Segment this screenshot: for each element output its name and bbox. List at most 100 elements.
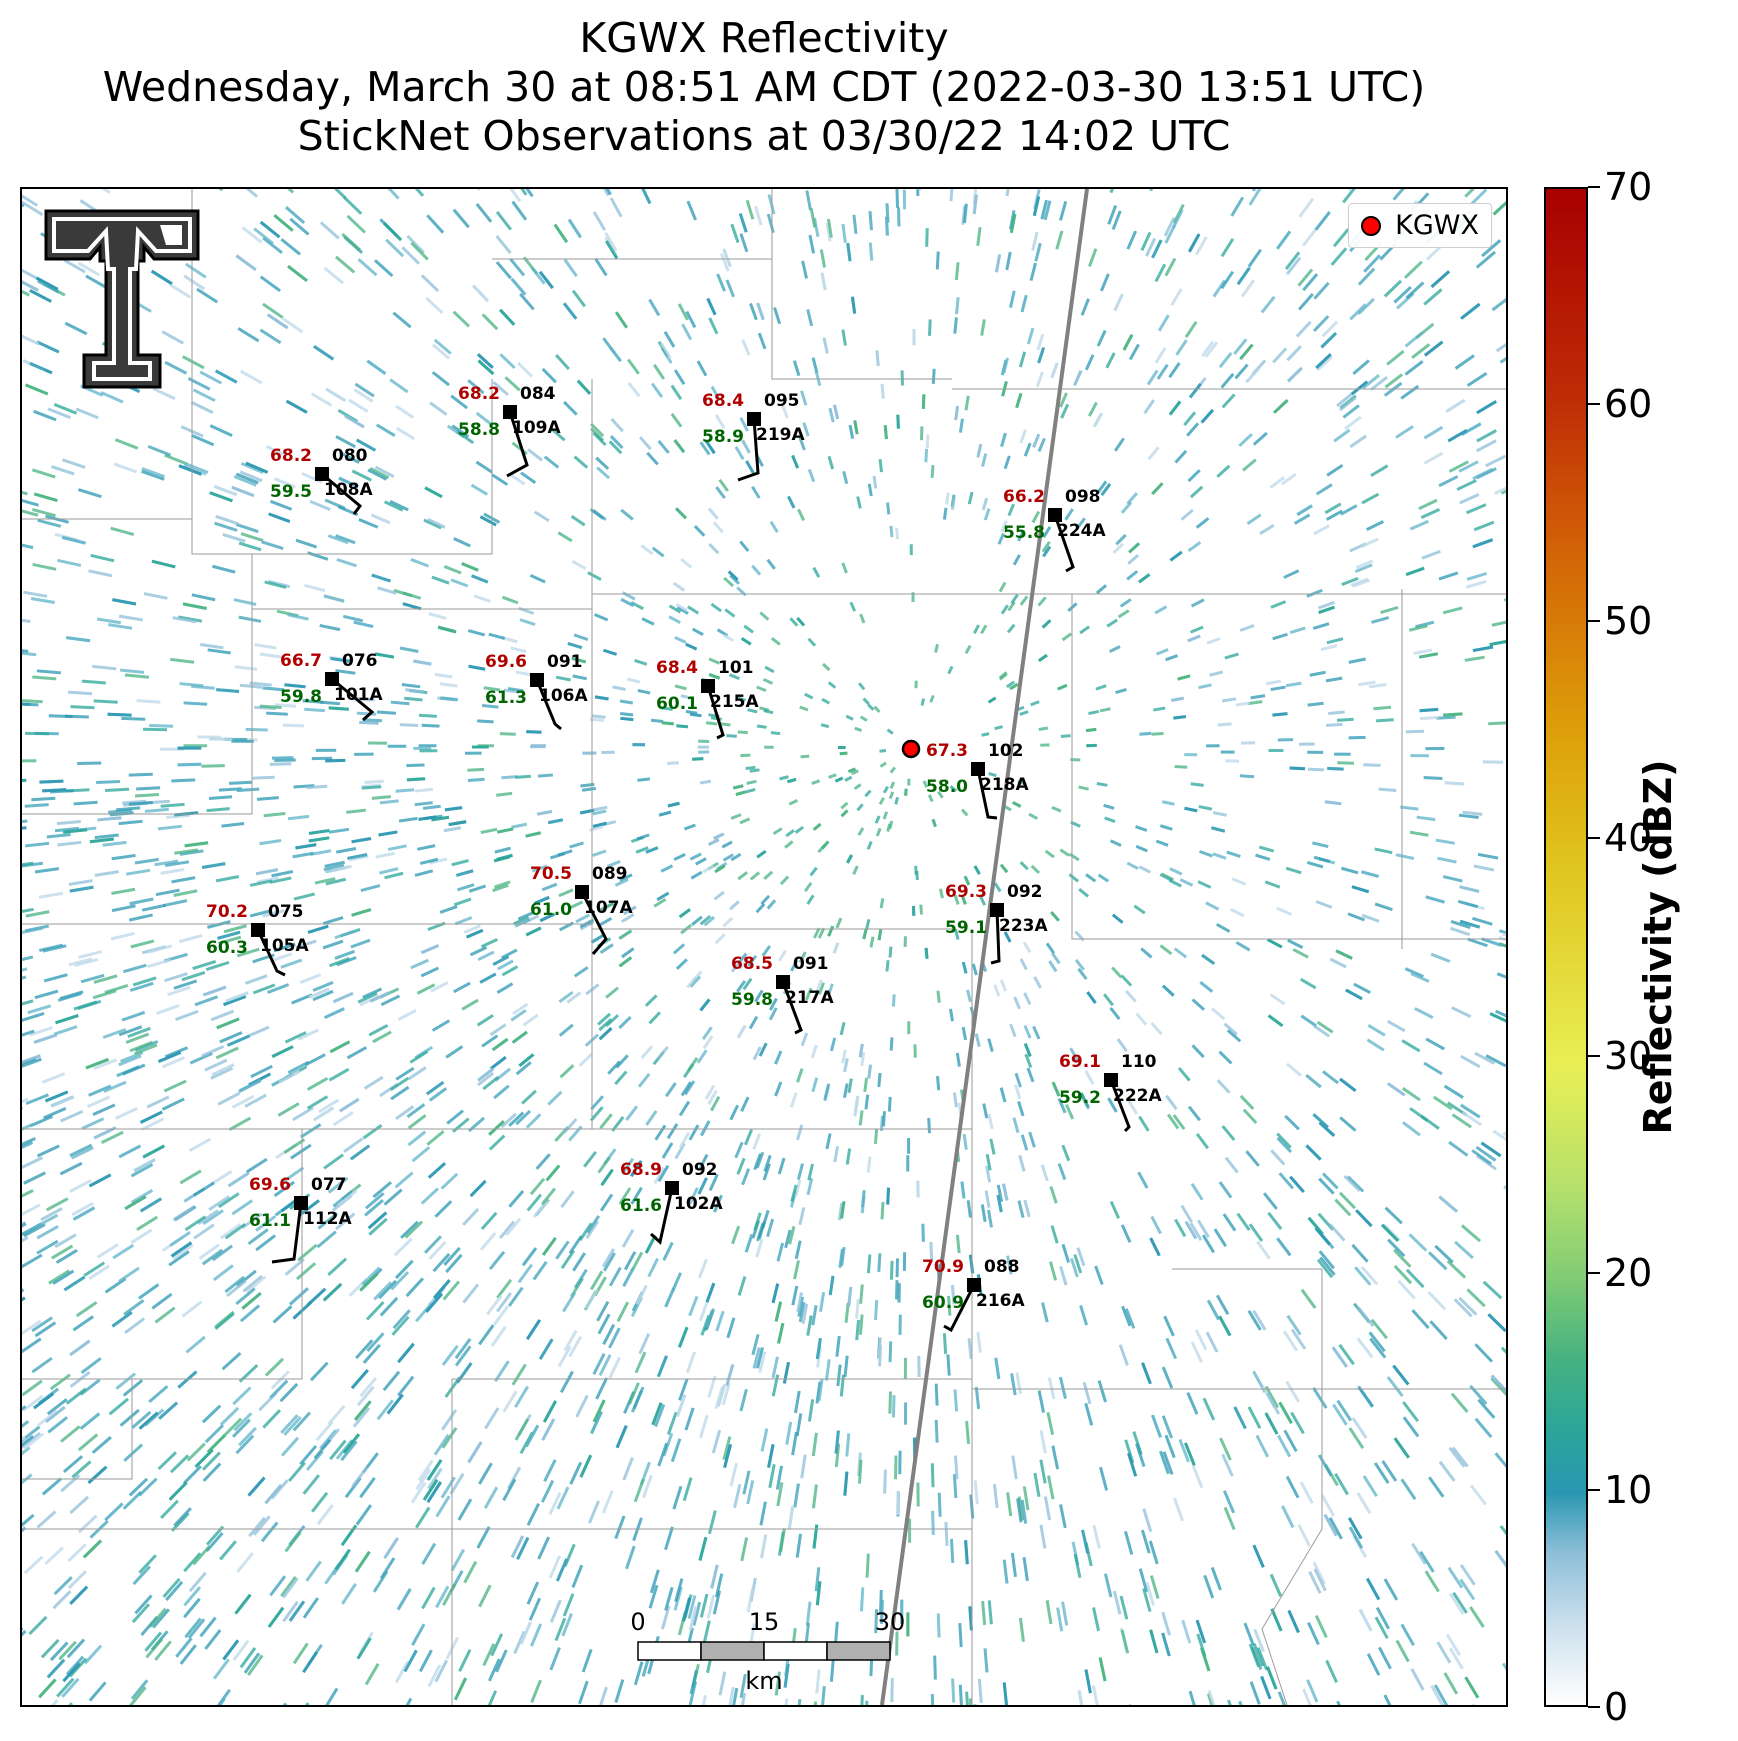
station-marker bbox=[665, 1181, 679, 1195]
station-id: 106A bbox=[539, 686, 588, 706]
station-temperature: 68.4 bbox=[702, 391, 744, 411]
station-temperature: 67.3 bbox=[926, 741, 968, 761]
station-marker bbox=[575, 885, 589, 899]
colorbar-tick-label: 30 bbox=[1604, 1033, 1653, 1078]
station-marker bbox=[325, 672, 339, 686]
station-marker bbox=[503, 405, 517, 419]
station-temperature: 69.1 bbox=[1059, 1052, 1101, 1072]
colorbar-tick-label: 50 bbox=[1604, 599, 1653, 644]
station-dewpoint: 60.3 bbox=[206, 938, 248, 958]
station-dewpoint: 58.9 bbox=[702, 427, 744, 447]
station-wind-direction: 080 bbox=[332, 446, 368, 466]
wind-barb bbox=[535, 679, 562, 731]
colorbar-tick-mark bbox=[1588, 837, 1600, 840]
station-wind-direction: 092 bbox=[1007, 882, 1043, 902]
station-plot[interactable]: 69.1 110 59.2 222A bbox=[1059, 1052, 1162, 1133]
highway-line bbox=[880, 189, 1089, 1705]
station-wind-direction: 092 bbox=[682, 1160, 718, 1180]
station-id: 216A bbox=[976, 1291, 1025, 1311]
colorbar-tick-mark bbox=[1588, 1488, 1600, 1491]
station-temperature: 68.4 bbox=[656, 658, 698, 678]
colorbar-tick-mark bbox=[1588, 620, 1600, 623]
station-dewpoint: 60.9 bbox=[922, 1293, 964, 1313]
colorbar-tick-mark bbox=[1588, 1706, 1600, 1708]
station-temperature: 69.6 bbox=[485, 652, 527, 672]
station-plot[interactable]: 66.7 076 59.8 101A bbox=[280, 651, 383, 722]
station-plot[interactable]: 69.6 091 61.3 106A bbox=[485, 652, 588, 731]
colorbar-tick-label: 70 bbox=[1604, 165, 1653, 209]
station-wind-direction: 110 bbox=[1121, 1052, 1157, 1072]
station-wind-direction: 095 bbox=[764, 391, 800, 411]
colorbar-tick-mark bbox=[1588, 1271, 1600, 1274]
station-id: 109A bbox=[512, 418, 561, 438]
station-plot[interactable]: 66.2 098 55.8 224A bbox=[1003, 487, 1106, 573]
station-dewpoint: 55.8 bbox=[1003, 523, 1045, 543]
station-dewpoint: 58.8 bbox=[458, 420, 500, 440]
station-id: 223A bbox=[999, 916, 1048, 936]
station-id: 218A bbox=[980, 775, 1029, 795]
station-plot[interactable]: 70.2 075 60.3 105A bbox=[206, 902, 309, 977]
colorbar-tick-label: 0 bbox=[1604, 1685, 1629, 1729]
station-marker bbox=[251, 923, 265, 937]
scale-label-15: 15 bbox=[749, 1608, 780, 1636]
sticknet-stations: 68.2 080 59.5 108A 68.2 084 58.8 109A 68.4 095 58.… bbox=[206, 384, 1162, 1333]
wind-barb bbox=[256, 929, 286, 977]
station-marker bbox=[1048, 508, 1062, 522]
colorbar-tick-label: 60 bbox=[1604, 382, 1653, 427]
texas-tech-logo bbox=[44, 209, 200, 389]
station-dewpoint: 59.8 bbox=[280, 687, 322, 707]
station-dewpoint: 60.1 bbox=[656, 694, 698, 714]
station-temperature: 66.7 bbox=[280, 651, 322, 671]
county-boundaries bbox=[22, 189, 1506, 1705]
station-wind-direction: 076 bbox=[342, 651, 378, 671]
station-plot[interactable]: 68.9 092 61.6 102A bbox=[620, 1160, 723, 1245]
station-plot[interactable]: 70.5 089 61.0 107A bbox=[530, 864, 633, 955]
station-wind-direction: 102 bbox=[988, 741, 1024, 761]
wind-barb bbox=[580, 891, 608, 955]
station-plot[interactable]: 67.3 102 58.0 218A bbox=[926, 741, 1029, 820]
station-temperature: 66.2 bbox=[1003, 487, 1045, 507]
colorbar-tick-mark bbox=[1588, 1054, 1600, 1057]
station-id: 108A bbox=[324, 480, 373, 500]
wind-barb bbox=[737, 418, 760, 482]
station-marker bbox=[747, 412, 761, 426]
station-id: 219A bbox=[756, 425, 805, 445]
colorbar-tick-mark bbox=[1588, 403, 1600, 406]
station-temperature: 69.6 bbox=[249, 1175, 291, 1195]
colorbar-title: Reflectivity (dBZ) bbox=[1636, 759, 1680, 1135]
station-plot[interactable]: 70.9 088 60.9 216A bbox=[922, 1257, 1025, 1333]
station-dewpoint: 59.5 bbox=[270, 482, 312, 502]
map-legend: KGWX bbox=[1348, 203, 1492, 248]
wind-barb bbox=[943, 1284, 976, 1333]
station-id: 101A bbox=[334, 685, 383, 705]
station-plot[interactable]: 69.3 092 59.1 223A bbox=[945, 882, 1048, 965]
station-plot[interactable]: 68.4 101 60.1 215A bbox=[656, 658, 759, 740]
colorbar-tick-label: 10 bbox=[1604, 1467, 1653, 1512]
wind-barb bbox=[1109, 1079, 1131, 1133]
wind-barb bbox=[321, 472, 363, 515]
station-dewpoint: 59.8 bbox=[731, 990, 773, 1010]
station-plot[interactable]: 68.2 084 58.8 109A bbox=[458, 384, 561, 478]
station-marker bbox=[776, 975, 790, 989]
station-plot[interactable]: 68.5 091 59.8 217A bbox=[731, 954, 834, 1035]
station-plot[interactable]: 69.6 077 61.1 112A bbox=[249, 1175, 352, 1264]
station-id: 215A bbox=[710, 692, 759, 712]
radar-map[interactable]: 68.2 080 59.5 108A 68.2 084 58.8 109A 68.4 095 58.… bbox=[20, 187, 1508, 1707]
colorbar-tick-label: 20 bbox=[1604, 1250, 1653, 1295]
station-id: 224A bbox=[1057, 521, 1106, 541]
station-wind-direction: 077 bbox=[311, 1175, 347, 1195]
station-id: 222A bbox=[1113, 1086, 1162, 1106]
radar-site-marker[interactable] bbox=[901, 739, 921, 759]
station-plot[interactable]: 68.2 080 59.5 108A bbox=[270, 446, 373, 515]
station-plot[interactable]: 68.4 095 58.9 219A bbox=[702, 391, 805, 482]
title-datetime: Wednesday, March 30 at 08:51 AM CDT (202… bbox=[102, 63, 1426, 111]
station-marker bbox=[967, 1278, 981, 1292]
station-dewpoint: 59.1 bbox=[945, 918, 987, 938]
station-id: 102A bbox=[674, 1194, 723, 1214]
wind-barb bbox=[976, 768, 998, 820]
legend-label: KGWX bbox=[1395, 210, 1479, 241]
station-wind-direction: 088 bbox=[984, 1257, 1020, 1277]
station-id: 112A bbox=[303, 1209, 352, 1229]
figure-title: KGWX Reflectivity Wednesday, March 30 at… bbox=[20, 14, 1508, 161]
station-wind-direction: 098 bbox=[1065, 487, 1101, 507]
